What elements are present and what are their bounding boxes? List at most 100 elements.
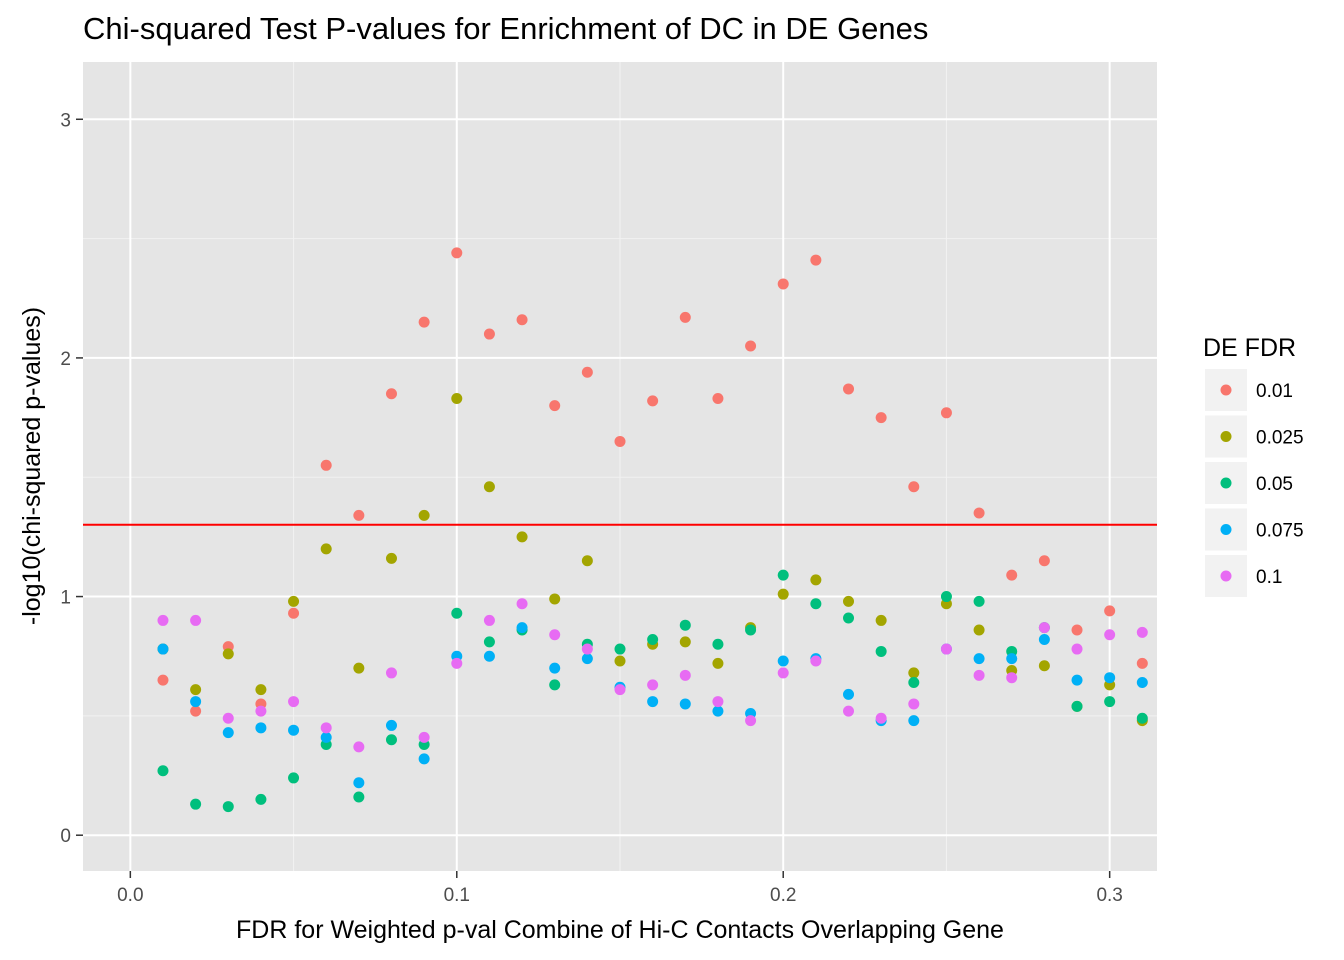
data-point	[222, 648, 234, 660]
legend-label: 0.05	[1256, 474, 1293, 495]
data-point	[1038, 634, 1050, 646]
data-point	[516, 598, 528, 610]
data-point	[190, 614, 202, 626]
data-point	[1071, 674, 1083, 686]
data-point	[516, 622, 528, 634]
data-point	[777, 655, 789, 667]
data-point	[222, 801, 234, 813]
data-point	[1104, 696, 1116, 708]
data-point	[385, 388, 397, 400]
data-point	[1006, 653, 1018, 665]
data-point	[777, 569, 789, 581]
data-point	[940, 643, 952, 655]
data-point	[222, 727, 234, 739]
data-point	[908, 698, 920, 710]
data-point	[255, 705, 267, 717]
data-point	[255, 684, 267, 696]
data-point	[483, 650, 495, 662]
data-point	[288, 595, 300, 607]
data-point	[385, 719, 397, 731]
data-point	[777, 588, 789, 600]
legend-item: 0.01	[1205, 369, 1293, 411]
data-point	[940, 407, 952, 419]
data-point	[549, 662, 561, 674]
y-tick-label: 1	[60, 588, 71, 609]
data-point	[712, 638, 724, 650]
data-point	[1071, 624, 1083, 636]
data-point	[581, 653, 593, 665]
data-point	[288, 772, 300, 784]
y-tick-label: 0	[60, 826, 71, 847]
legend-label: 0.01	[1256, 381, 1293, 402]
data-point	[679, 698, 691, 710]
data-point	[1136, 626, 1148, 638]
data-point	[973, 653, 985, 665]
data-point	[1104, 672, 1116, 684]
data-point	[418, 509, 430, 521]
data-point	[679, 636, 691, 648]
data-point	[1136, 676, 1148, 688]
data-point	[157, 765, 169, 777]
data-point	[1038, 555, 1050, 567]
data-point	[647, 634, 659, 646]
data-point	[255, 722, 267, 734]
data-point	[810, 574, 822, 586]
legend-item: 0.025	[1205, 415, 1304, 458]
data-point	[483, 636, 495, 648]
legend-point	[1220, 570, 1232, 582]
data-point	[385, 734, 397, 746]
legend-label: 0.025	[1256, 428, 1304, 449]
data-point	[679, 669, 691, 681]
data-point	[288, 607, 300, 619]
data-point	[157, 674, 169, 686]
data-point	[777, 278, 789, 290]
data-point	[973, 669, 985, 681]
y-tick-label: 2	[60, 349, 71, 370]
data-point	[549, 400, 561, 412]
data-point	[810, 598, 822, 610]
data-point	[712, 657, 724, 669]
data-points	[157, 247, 1148, 813]
y-axis-ticks: 0 1 2 3	[60, 110, 83, 847]
data-point	[908, 715, 920, 727]
data-point	[190, 705, 202, 717]
data-point	[483, 328, 495, 340]
series-0-1	[157, 598, 1148, 753]
chart-title: Chi-squared Test P-values for Enrichment…	[83, 11, 928, 46]
data-point	[483, 481, 495, 493]
data-point	[581, 555, 593, 567]
data-point	[1006, 569, 1018, 581]
data-point	[549, 629, 561, 641]
legend-point	[1220, 524, 1232, 535]
data-point	[777, 667, 789, 679]
data-point	[745, 340, 757, 352]
data-point	[843, 595, 855, 607]
x-tick-label: 0.3	[1096, 885, 1122, 906]
data-point	[1006, 672, 1018, 684]
data-point	[190, 684, 202, 696]
data-point	[353, 791, 365, 803]
data-point	[418, 731, 430, 743]
data-point	[516, 314, 528, 326]
data-point	[647, 395, 659, 407]
data-point	[875, 412, 887, 424]
data-point	[712, 696, 724, 708]
data-point	[190, 798, 202, 810]
data-point	[908, 667, 920, 679]
x-axis-title: FDR for Weighted p-val Combine of Hi-C C…	[236, 916, 1004, 944]
data-point	[483, 614, 495, 626]
legend-title: DE FDR	[1203, 334, 1296, 362]
data-point	[451, 657, 463, 669]
data-point	[875, 712, 887, 724]
data-point	[418, 753, 430, 765]
data-point	[973, 507, 985, 519]
data-point	[1038, 660, 1050, 672]
data-point	[973, 624, 985, 636]
data-point	[712, 392, 724, 404]
data-point	[516, 531, 528, 543]
data-point	[810, 254, 822, 266]
data-point	[581, 643, 593, 655]
data-point	[320, 459, 332, 471]
legend-point	[1220, 384, 1232, 396]
